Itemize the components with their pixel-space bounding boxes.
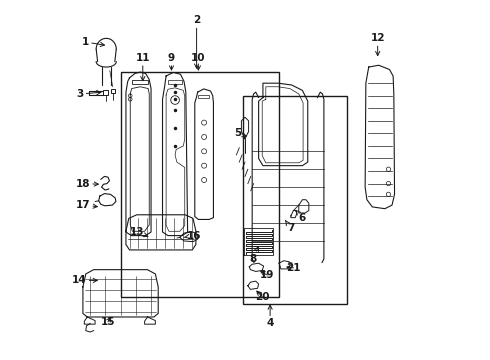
Text: 19: 19 bbox=[260, 270, 274, 280]
Text: 9: 9 bbox=[168, 53, 175, 70]
Bar bbox=[122, 72, 279, 297]
Text: 17: 17 bbox=[75, 200, 98, 210]
Text: 3: 3 bbox=[76, 89, 101, 99]
Bar bbox=[103, 90, 108, 95]
Text: 11: 11 bbox=[136, 53, 150, 81]
Text: 18: 18 bbox=[75, 179, 98, 189]
Text: 4: 4 bbox=[267, 305, 274, 328]
Bar bbox=[168, 80, 182, 84]
Bar bbox=[132, 80, 148, 84]
Text: 5: 5 bbox=[234, 129, 246, 138]
Text: 7: 7 bbox=[286, 221, 294, 233]
Text: 2: 2 bbox=[193, 15, 200, 68]
Text: 16: 16 bbox=[184, 231, 201, 240]
Bar bbox=[198, 95, 209, 98]
Bar bbox=[243, 96, 347, 304]
Bar bbox=[111, 89, 115, 93]
Text: 21: 21 bbox=[286, 263, 301, 273]
Text: 6: 6 bbox=[296, 210, 306, 222]
Text: 10: 10 bbox=[191, 53, 206, 70]
Text: 15: 15 bbox=[101, 317, 115, 327]
Text: 13: 13 bbox=[130, 227, 148, 237]
Text: 8: 8 bbox=[249, 247, 259, 264]
Text: 20: 20 bbox=[255, 291, 270, 302]
Text: 1: 1 bbox=[82, 37, 104, 47]
Text: 14: 14 bbox=[72, 275, 98, 285]
Text: 12: 12 bbox=[370, 33, 385, 55]
